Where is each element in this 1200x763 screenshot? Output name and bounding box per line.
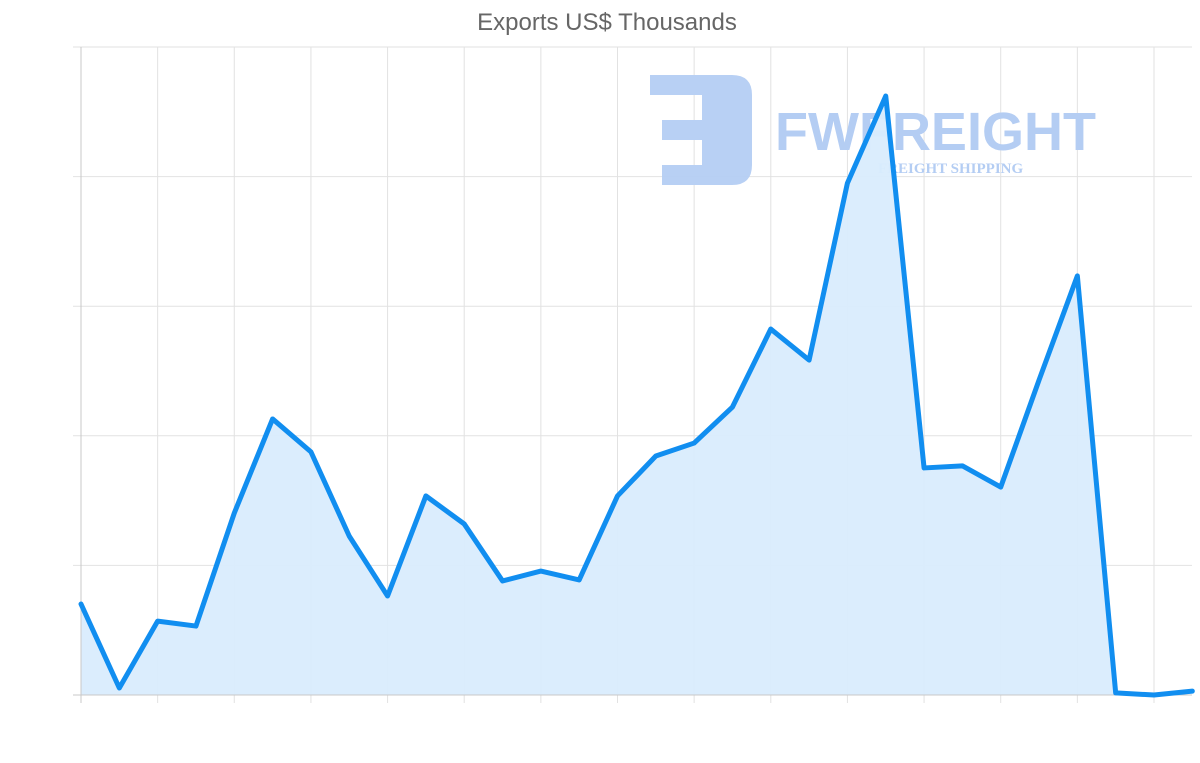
watermark-logo-icon — [650, 75, 752, 185]
watermark-tagline: FREIGHT SHIPPING — [878, 161, 1023, 177]
series-line — [78, 93, 1195, 698]
fwfreight-watermark: FWFREIGHT FREIGHT SHIPPING — [650, 75, 1096, 185]
chart-title: Exports US$ Thousands — [477, 9, 737, 36]
axes — [73, 47, 1192, 703]
area-fill — [81, 95, 1116, 696]
watermark-brand: FWFREIGHT — [775, 102, 1096, 162]
